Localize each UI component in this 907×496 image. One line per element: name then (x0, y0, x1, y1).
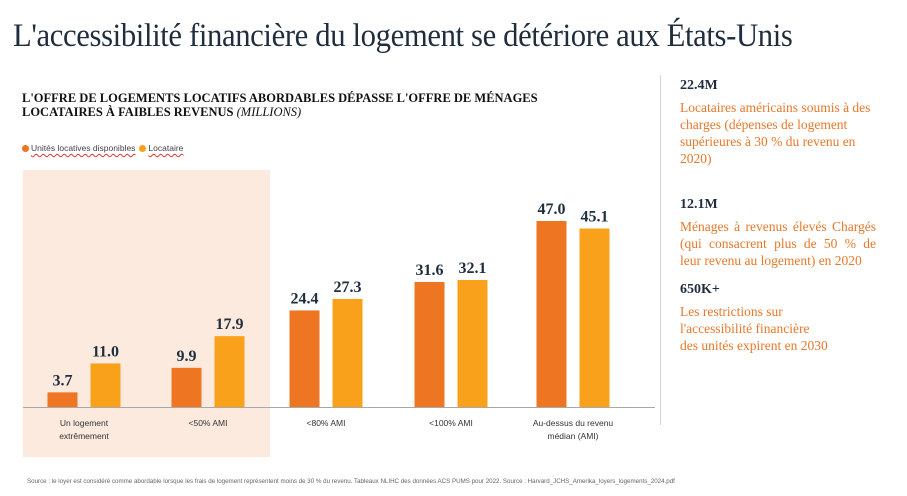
stat-severely-burdened: 12.1M Ménages à revenus élevés Chargés (… (680, 197, 876, 269)
stat-description: Locataires américains soumis à des charg… (680, 100, 871, 166)
legend-item-renter: Locataire (139, 143, 183, 153)
data-label: 3.7 (53, 372, 73, 389)
data-label: 32.1 (459, 260, 487, 277)
legend-swatch-available (22, 144, 29, 152)
category-label: médian (AMI) (547, 431, 598, 441)
bar-renter (457, 279, 488, 407)
legend-item-available: Unités locatives disponibles (22, 143, 135, 153)
stat-value: 22.4M (680, 78, 718, 93)
data-label: 31.6 (416, 262, 444, 279)
stat-renters-burdened: 22.4M Locataires américains soumis à des… (680, 78, 876, 167)
stat-expiring-units: 650K+ Les restrictions sur l'accessibili… (680, 282, 876, 354)
chart-legend: Unités locatives disponibles Locataire (22, 143, 183, 153)
source-footnote: Source : le loyer est considéré comme ab… (27, 478, 675, 485)
stats-panel: 22.4M Locataires américains soumis à des… (680, 78, 876, 367)
bar-available (289, 310, 320, 407)
stat-description: Les restrictions sur l'accessibilité fin… (680, 304, 828, 353)
data-label: 17.9 (216, 316, 244, 333)
legend-swatch-renter (139, 144, 147, 152)
chart-unit: (MILLIONS) (236, 105, 302, 119)
bar-renter (214, 336, 245, 407)
category-label: Un logement (60, 418, 109, 428)
bar-renter (332, 298, 363, 407)
category-label: <80% AMI (307, 418, 346, 428)
stat-description: Ménages à revenus élevés Chargés (qui co… (680, 219, 876, 268)
legend-label-available: Unités locatives disponibles (31, 143, 136, 153)
category-label: <50% AMI (189, 418, 228, 428)
stat-value: 650K+ (680, 282, 720, 297)
data-label: 45.1 (581, 209, 609, 226)
legend-label-renter: Locataire (148, 143, 184, 153)
bar-renter (579, 228, 610, 407)
category-label: Au-dessus du revenu (533, 418, 614, 428)
highlight-region (23, 170, 270, 457)
data-label: 24.4 (291, 290, 319, 307)
bar-available (414, 281, 445, 407)
category-label: extrêmement (59, 431, 109, 441)
data-label: 11.0 (92, 343, 119, 360)
chart-title: L'OFFRE DE LOGEMENTS LOCATIFS ABORDABLES… (22, 91, 538, 119)
data-label: 27.3 (334, 279, 362, 296)
category-label: <100% AMI (429, 418, 473, 428)
bar-available (47, 392, 78, 407)
data-label: 47.0 (538, 201, 566, 218)
bar-renter (90, 363, 121, 407)
page-title: L'accessibilité financière du logement s… (13, 18, 793, 54)
data-label: 9.9 (177, 348, 197, 365)
bar-available (171, 367, 202, 407)
chart-title-line-2: LOCATAIRES À FAIBLES REVENUS (22, 105, 234, 119)
bar-available (536, 221, 567, 407)
bar-chart: 3.7 11.0 Un logement extrêmement 9.9 17.9 <50%… (23, 201, 655, 441)
stat-value: 12.1M (680, 197, 718, 212)
chart-title-line-1: L'OFFRE DE LOGEMENTS LOCATIFS ABORDABLES… (22, 91, 538, 105)
vertical-divider (660, 75, 661, 425)
